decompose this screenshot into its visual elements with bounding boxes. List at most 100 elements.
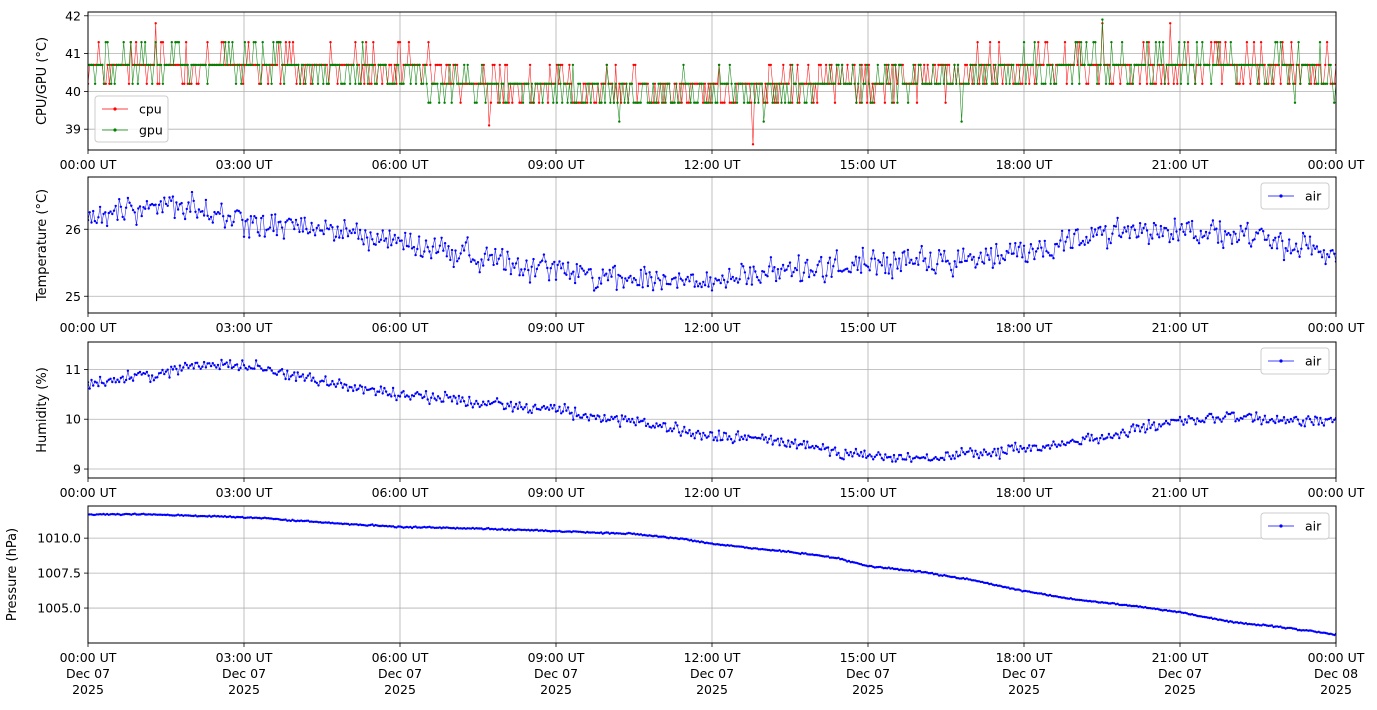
data-point [865, 101, 869, 104]
data-point [386, 82, 389, 86]
data-point [1223, 230, 1227, 233]
data-point [1240, 63, 1243, 67]
data-point [992, 82, 995, 86]
data-point [553, 403, 556, 407]
data-point [1217, 41, 1220, 44]
data-point [137, 207, 140, 210]
data-point [1069, 439, 1073, 443]
data-point [414, 82, 418, 86]
data-point [1203, 421, 1206, 424]
data-point [433, 397, 436, 400]
data-point [350, 231, 353, 235]
data-point [243, 41, 247, 44]
data-point [1329, 416, 1333, 420]
data-point [641, 419, 644, 423]
data-point [1286, 63, 1290, 67]
data-point [915, 101, 919, 104]
legend-swatch-marker [1279, 194, 1283, 198]
data-point [107, 211, 111, 215]
data-point [1048, 447, 1052, 450]
data-point [516, 528, 520, 531]
data-point [570, 101, 573, 104]
data-point [449, 395, 452, 399]
data-point [457, 82, 460, 86]
data-point [804, 261, 807, 264]
data-point [1255, 411, 1258, 414]
data-point [145, 82, 148, 86]
data-point [1067, 229, 1071, 232]
data-point [694, 82, 698, 86]
data-point [808, 82, 812, 86]
data-point [546, 82, 550, 86]
data-point [489, 101, 493, 104]
data-point [730, 82, 733, 86]
data-point [1206, 414, 1209, 418]
data-point [1171, 237, 1175, 241]
data-point [889, 263, 892, 266]
data-point [925, 453, 929, 456]
data-point [450, 400, 454, 403]
data-point [303, 379, 306, 382]
data-point [537, 263, 540, 267]
data-point [627, 276, 630, 279]
data-point [1229, 412, 1232, 416]
data-point [794, 266, 797, 270]
data-point [1138, 430, 1142, 433]
data-point [484, 82, 487, 86]
data-point [977, 580, 981, 583]
data-point [577, 275, 580, 279]
data-point [197, 208, 201, 211]
data-point [418, 63, 421, 67]
data-point [643, 417, 646, 421]
data-point [696, 285, 700, 288]
data-point [660, 82, 664, 86]
data-point [890, 63, 894, 67]
data-point [1144, 431, 1147, 434]
data-point [274, 213, 277, 216]
data-point [729, 437, 733, 441]
data-point [586, 271, 589, 274]
y-tick-label: 1007.5 [37, 566, 81, 581]
data-point [637, 82, 641, 86]
data-point [997, 41, 1001, 44]
data-point [1324, 82, 1327, 86]
data-point [239, 516, 242, 519]
data-point [889, 455, 892, 459]
data-point [312, 520, 315, 524]
data-point [618, 425, 622, 428]
data-point [424, 390, 428, 393]
data-point [628, 82, 632, 86]
data-point [754, 547, 757, 550]
data-point [291, 518, 294, 521]
data-point [764, 82, 767, 86]
data-point [921, 82, 924, 86]
data-point [1066, 441, 1069, 444]
data-point [1294, 627, 1298, 631]
data-point [1130, 604, 1133, 608]
data-point [1080, 242, 1083, 245]
data-point [119, 205, 123, 208]
data-point [561, 262, 565, 265]
data-point [787, 101, 790, 104]
data-point [202, 63, 206, 67]
data-point [1149, 426, 1152, 430]
data-point [596, 82, 600, 86]
data-point [234, 63, 238, 67]
data-point [1022, 589, 1026, 593]
data-point [1050, 254, 1053, 257]
data-point [1237, 621, 1241, 625]
data-point [119, 513, 123, 517]
data-point [557, 63, 560, 67]
data-point [976, 580, 979, 583]
data-point [154, 22, 157, 25]
data-point [1079, 41, 1083, 44]
data-point [272, 41, 275, 44]
data-point [373, 82, 377, 86]
data-point [736, 281, 740, 284]
data-point [972, 63, 976, 67]
data-point [600, 101, 603, 104]
data-point [960, 446, 963, 450]
data-point [1275, 247, 1279, 250]
data-point [1111, 82, 1115, 86]
data-point [939, 253, 942, 256]
